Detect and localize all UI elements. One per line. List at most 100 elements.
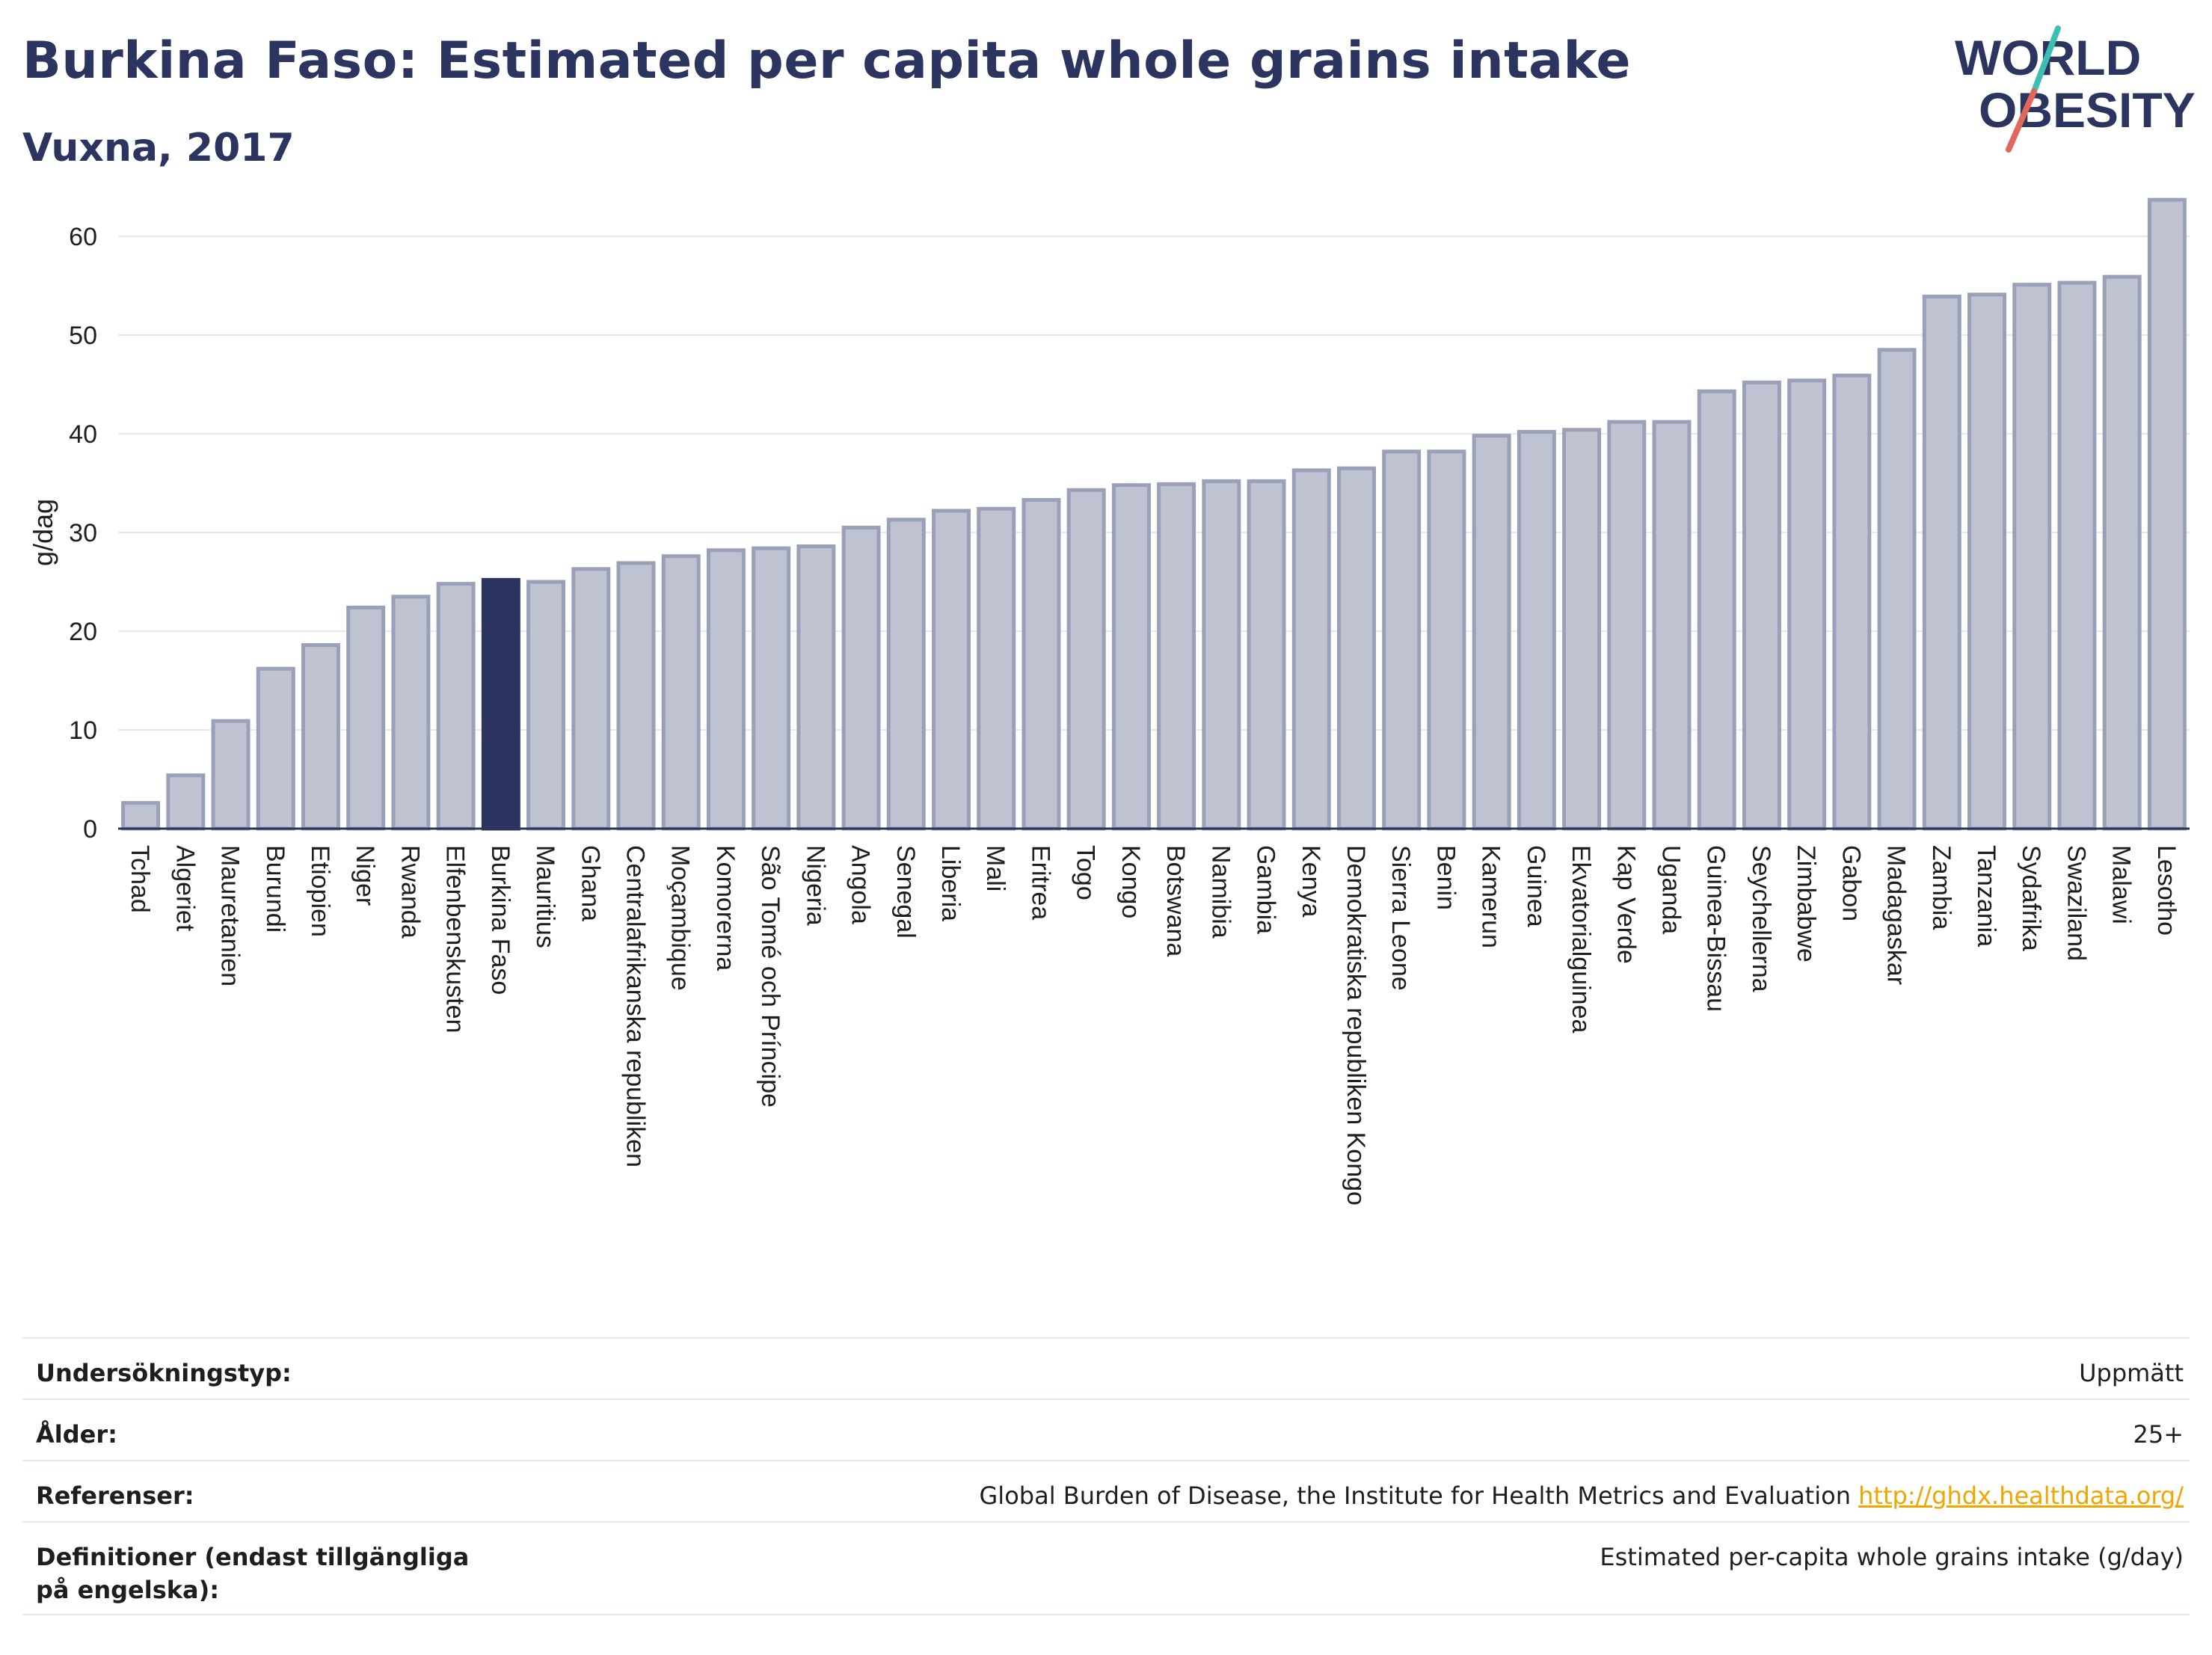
metadata-table: Undersökningstyp: Uppmätt Ålder: 25+ Ref…	[22, 1337, 2190, 1615]
bar-mauretanien[interactable]	[211, 719, 251, 831]
x-tick-label: Eritrea	[1026, 845, 1054, 920]
x-axis-ticks: Tchad Algeriet Mauretanien Burundi Etiopien N…	[126, 845, 2181, 1206]
bar-burundi[interactable]	[256, 666, 295, 831]
bar-sydafrika[interactable]	[2012, 283, 2052, 831]
x-tick-label: Liberia	[936, 845, 965, 921]
x-tick-label: Ekvatorialguinea	[1567, 845, 1595, 1033]
bar-sierra-leone[interactable]	[1382, 449, 1422, 831]
bar-liberia[interactable]	[932, 509, 971, 831]
bar-benin[interactable]	[1427, 449, 1466, 831]
bar-mali[interactable]	[977, 506, 1016, 831]
bar-namibia[interactable]	[1202, 479, 1241, 831]
bar-ekvatorialguinea[interactable]	[1562, 428, 1602, 831]
bar-gambia[interactable]	[1247, 479, 1286, 831]
bar-komorerna[interactable]	[706, 548, 746, 831]
bar-burkina-faso[interactable]	[481, 577, 520, 831]
x-tick-label: Sierra Leone	[1386, 845, 1415, 991]
bar-zimbabwe[interactable]	[1787, 378, 1827, 831]
x-tick-label: Centralafrikanska republiken	[621, 845, 650, 1167]
row-survey-type: Undersökningstyp: Uppmätt	[22, 1337, 2190, 1398]
x-tick-label: Mauretanien	[216, 845, 245, 986]
bar-guinea[interactable]	[1517, 429, 1556, 831]
bar-kamerun[interactable]	[1472, 434, 1511, 831]
bar-madagaskar[interactable]	[1877, 348, 1917, 831]
bar-guinea-bissau[interactable]	[1697, 389, 1736, 831]
logo-slash-red	[2006, 88, 2037, 153]
bar-gabon[interactable]	[1832, 373, 1872, 831]
bar-ghana[interactable]	[571, 567, 611, 831]
x-tick-label: Madagaskar	[1882, 845, 1911, 985]
x-tick-label: Angola	[847, 845, 875, 924]
bar-eritrea[interactable]	[1021, 497, 1061, 831]
bar-etiopien[interactable]	[301, 642, 340, 831]
bar-seychellerna[interactable]	[1742, 380, 1781, 831]
x-tick-label: Malawi	[2107, 845, 2136, 924]
x-tick-label: Gambia	[1252, 845, 1280, 934]
x-tick-label: Zimbabwe	[1792, 845, 1820, 962]
x-tick-label: Zambia	[1927, 845, 1956, 930]
x-tick-label: Kongo	[1116, 845, 1145, 918]
bar-mo-ambique[interactable]	[661, 554, 701, 831]
row-label: Undersökningstyp:	[36, 1359, 292, 1387]
chart-subtitle: Vuxna, 2017	[22, 126, 295, 171]
bar-togo[interactable]	[1066, 488, 1106, 831]
x-tick-label: São Tomé och Príncipe	[756, 845, 784, 1108]
x-tick-label: Guinea	[1522, 845, 1550, 927]
bar-s-o-tom-och-pr-ncipe[interactable]	[752, 546, 791, 831]
x-tick-label: Togo	[1072, 845, 1100, 900]
y-tick-label: 30	[69, 519, 97, 547]
bar-malawi[interactable]	[2102, 274, 2142, 831]
bar-mauritius[interactable]	[526, 580, 566, 831]
bar-lesotho[interactable]	[2147, 197, 2187, 831]
x-tick-label: Burkina Faso	[486, 845, 514, 995]
bar-uganda[interactable]	[1652, 420, 1692, 831]
x-tick-label: Senegal	[891, 845, 920, 939]
bar-elfenbenskusten[interactable]	[436, 582, 476, 831]
row-label: Referenser:	[36, 1481, 194, 1510]
x-tick-label: Sydafrika	[2017, 845, 2045, 951]
y-tick-label: 20	[69, 618, 97, 646]
bar-angola[interactable]	[841, 525, 881, 831]
x-tick-label: Rwanda	[396, 845, 424, 939]
bar-tchad[interactable]	[121, 801, 161, 831]
bar-botswana[interactable]	[1157, 482, 1196, 831]
bar-zambia[interactable]	[1922, 295, 1961, 831]
bar-centralafrikanska-republiken[interactable]	[616, 561, 656, 831]
bar-kap-verde[interactable]	[1607, 420, 1647, 831]
bar-senegal[interactable]	[886, 518, 926, 831]
chart-title: Burkina Faso: Estimated per capita whole…	[22, 31, 1632, 90]
bar-rwanda[interactable]	[391, 595, 431, 831]
x-tick-label: Komorerna	[711, 845, 740, 971]
bar-kongo[interactable]	[1111, 483, 1151, 831]
row-label: Definitioner (endast tillgängliga på eng…	[36, 1543, 470, 1604]
bar-swaziland[interactable]	[2057, 280, 2097, 831]
reference-link[interactable]: http://ghdx.healthdata.org/	[1858, 1481, 2184, 1510]
y-tick-label: 0	[83, 815, 97, 844]
bar-tanzania[interactable]	[1967, 292, 2007, 831]
bar-nigeria[interactable]	[796, 544, 836, 831]
row-value: 25+	[2133, 1420, 2184, 1449]
x-tick-label: Elfenbenskusten	[441, 845, 470, 1033]
y-tick-label: 10	[69, 716, 97, 745]
x-tick-label: Tanzania	[1972, 845, 2000, 947]
x-tick-label: Mauritius	[531, 845, 559, 948]
x-tick-label: Etiopien	[306, 845, 334, 937]
y-axis-ticks: 0 10 20 30 40 50 60	[69, 223, 97, 844]
x-tick-label: Uganda	[1657, 845, 1686, 934]
bar-algeriet[interactable]	[166, 773, 206, 831]
x-tick-label: Algeriet	[170, 845, 199, 932]
bar-niger[interactable]	[346, 605, 386, 831]
bar-kenya[interactable]	[1291, 468, 1331, 831]
x-tick-label: Demokratiska republiken Kongo	[1342, 845, 1370, 1206]
bar-chart: 0 10 20 30 40 50 60 Tchad Algeriet Mauretanien Bu…	[28, 197, 2190, 1206]
row-definitions: Definitioner (endast tillgängliga på eng…	[22, 1521, 2190, 1615]
x-tick-label: Swaziland	[2062, 845, 2090, 961]
bar-demokratiska-republiken-kongo[interactable]	[1336, 466, 1376, 831]
world-obesity-logo[interactable]: WORLD OBESITY	[1944, 22, 2199, 157]
reference-text: Global Burden of Disease, the Institute …	[979, 1481, 1851, 1510]
row-references: Referenser: Global Burden of Disease, th…	[22, 1460, 2190, 1521]
x-tick-label: Lesotho	[2152, 845, 2181, 936]
x-tick-label: Botswana	[1161, 845, 1190, 957]
y-tick-label: 50	[69, 322, 97, 350]
y-tick-label: 60	[69, 223, 97, 251]
